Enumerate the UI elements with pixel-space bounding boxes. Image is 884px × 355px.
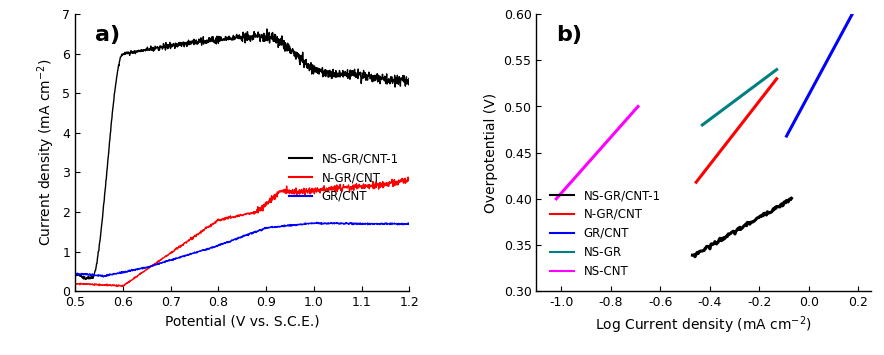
Legend: NS-GR/CNT-1, N-GR/CNT, GR/CNT, NS-GR, NS-CNT: NS-GR/CNT-1, N-GR/CNT, GR/CNT, NS-GR, NS… <box>545 184 666 283</box>
Y-axis label: Current density (mA cm$^{-2}$): Current density (mA cm$^{-2}$) <box>35 59 57 246</box>
Text: b): b) <box>557 25 583 45</box>
X-axis label: Log Current density (mA cm$^{-2}$): Log Current density (mA cm$^{-2}$) <box>595 315 812 336</box>
Y-axis label: Overpotential (V): Overpotential (V) <box>484 93 498 213</box>
X-axis label: Potential (V vs. S.C.E.): Potential (V vs. S.C.E.) <box>165 315 320 328</box>
Legend: NS-GR/CNT-1, N-GR/CNT, GR/CNT: NS-GR/CNT-1, N-GR/CNT, GR/CNT <box>284 147 403 208</box>
Text: a): a) <box>95 25 120 45</box>
